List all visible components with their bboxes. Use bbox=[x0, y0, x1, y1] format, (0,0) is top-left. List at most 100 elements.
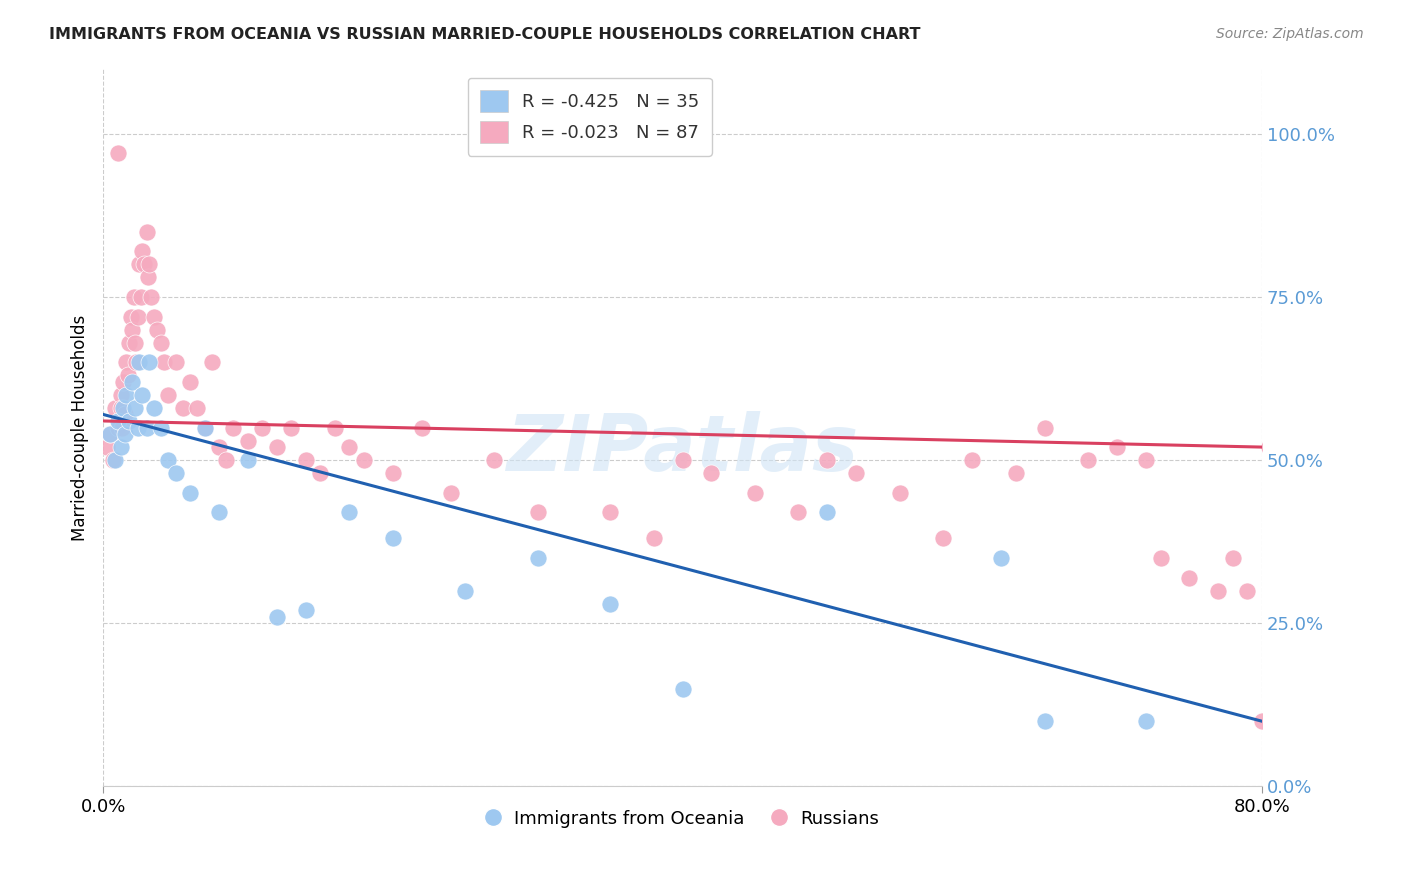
Point bbox=[179, 375, 201, 389]
Point bbox=[111, 420, 134, 434]
Point bbox=[815, 453, 838, 467]
Point bbox=[157, 453, 180, 467]
Point bbox=[236, 434, 259, 448]
Point bbox=[145, 323, 167, 337]
Point bbox=[150, 335, 173, 350]
Point bbox=[1077, 453, 1099, 467]
Text: Source: ZipAtlas.com: Source: ZipAtlas.com bbox=[1216, 27, 1364, 41]
Point bbox=[131, 244, 153, 259]
Point bbox=[139, 290, 162, 304]
Point bbox=[252, 420, 274, 434]
Point bbox=[700, 466, 723, 480]
Point bbox=[1208, 583, 1230, 598]
Point bbox=[280, 420, 302, 434]
Point bbox=[124, 401, 146, 415]
Point bbox=[932, 532, 955, 546]
Point bbox=[222, 420, 245, 434]
Point bbox=[103, 453, 125, 467]
Point bbox=[125, 355, 148, 369]
Point bbox=[353, 453, 375, 467]
Point bbox=[121, 323, 143, 337]
Point bbox=[1396, 571, 1406, 585]
Point bbox=[208, 505, 231, 519]
Point bbox=[266, 440, 288, 454]
Point bbox=[845, 466, 868, 480]
Point bbox=[128, 257, 150, 271]
Point bbox=[157, 388, 180, 402]
Point bbox=[381, 532, 404, 546]
Y-axis label: Married-couple Households: Married-couple Households bbox=[72, 314, 89, 541]
Point bbox=[179, 485, 201, 500]
Point bbox=[599, 505, 621, 519]
Point bbox=[787, 505, 810, 519]
Point bbox=[671, 453, 693, 467]
Point bbox=[1258, 440, 1281, 454]
Point bbox=[104, 453, 127, 467]
Point bbox=[1178, 571, 1201, 585]
Point bbox=[104, 401, 127, 415]
Point bbox=[118, 414, 141, 428]
Point bbox=[100, 427, 122, 442]
Point bbox=[309, 466, 332, 480]
Point bbox=[127, 310, 149, 324]
Point bbox=[115, 355, 138, 369]
Point bbox=[122, 290, 145, 304]
Point bbox=[990, 551, 1012, 566]
Point bbox=[1105, 440, 1128, 454]
Point bbox=[100, 427, 122, 442]
Point bbox=[815, 505, 838, 519]
Point bbox=[114, 427, 136, 442]
Point bbox=[323, 420, 346, 434]
Point bbox=[135, 225, 157, 239]
Point bbox=[215, 453, 238, 467]
Point bbox=[484, 453, 506, 467]
Point bbox=[266, 609, 288, 624]
Point bbox=[526, 551, 548, 566]
Point bbox=[440, 485, 463, 500]
Point bbox=[201, 355, 224, 369]
Point bbox=[337, 505, 360, 519]
Point bbox=[165, 466, 187, 480]
Point bbox=[121, 375, 143, 389]
Point bbox=[118, 335, 141, 350]
Point bbox=[107, 414, 129, 428]
Point bbox=[138, 355, 160, 369]
Point bbox=[128, 355, 150, 369]
Legend: Immigrants from Oceania, Russians: Immigrants from Oceania, Russians bbox=[478, 803, 887, 835]
Point bbox=[112, 375, 135, 389]
Point bbox=[96, 440, 118, 454]
Point bbox=[889, 485, 911, 500]
Point bbox=[110, 401, 132, 415]
Point bbox=[1033, 714, 1056, 729]
Point bbox=[236, 453, 259, 467]
Point bbox=[1323, 466, 1346, 480]
Point bbox=[295, 453, 318, 467]
Point bbox=[381, 466, 404, 480]
Point bbox=[186, 401, 208, 415]
Point bbox=[193, 420, 215, 434]
Point bbox=[135, 420, 157, 434]
Point bbox=[131, 388, 153, 402]
Point bbox=[136, 270, 159, 285]
Point bbox=[671, 681, 693, 696]
Point bbox=[107, 420, 129, 434]
Point bbox=[1004, 466, 1026, 480]
Point bbox=[526, 505, 548, 519]
Point bbox=[411, 420, 433, 434]
Point bbox=[172, 401, 194, 415]
Point bbox=[193, 420, 215, 434]
Point bbox=[1353, 532, 1375, 546]
Point bbox=[107, 146, 129, 161]
Point bbox=[643, 532, 665, 546]
Point bbox=[127, 420, 149, 434]
Point bbox=[117, 368, 139, 383]
Point bbox=[110, 388, 132, 402]
Point bbox=[165, 355, 187, 369]
Point bbox=[1251, 714, 1274, 729]
Point bbox=[114, 408, 136, 422]
Point bbox=[454, 583, 477, 598]
Point bbox=[1279, 505, 1302, 519]
Point bbox=[120, 310, 142, 324]
Point bbox=[208, 440, 231, 454]
Point bbox=[142, 401, 165, 415]
